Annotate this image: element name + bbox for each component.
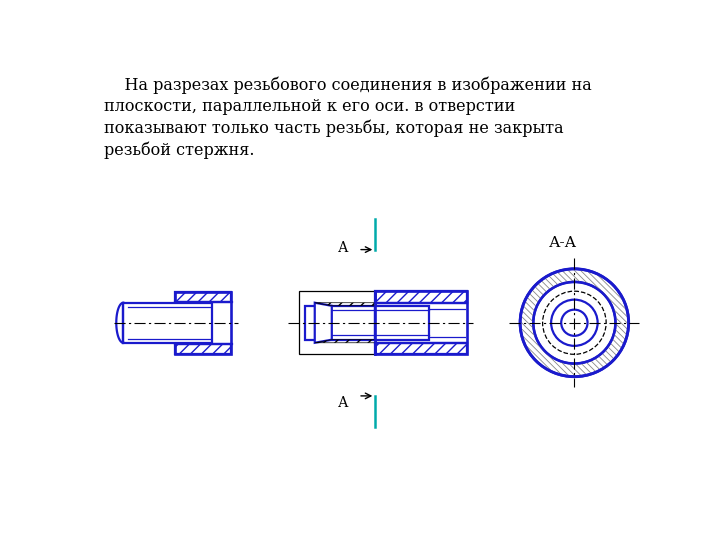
Bar: [375, 291, 467, 354]
Bar: [375, 291, 467, 303]
Text: А: А: [338, 241, 348, 255]
Bar: [175, 343, 231, 354]
Polygon shape: [315, 303, 332, 343]
Text: резьбой стержня.: резьбой стержня.: [104, 141, 254, 159]
Text: А-А: А-А: [549, 237, 577, 251]
Text: На разрезах резьбового соединения в изображении на: На разрезах резьбового соединения в изоб…: [104, 76, 592, 94]
Text: показывают только часть резьбы, которая не закрыта: показывают только часть резьбы, которая …: [104, 119, 564, 137]
Bar: [300, 291, 375, 354]
Bar: [375, 306, 428, 340]
Bar: [123, 303, 212, 343]
Text: А: А: [338, 396, 348, 410]
Text: плоскости, параллельной к его оси. в отверстии: плоскости, параллельной к его оси. в отв…: [104, 98, 516, 115]
Bar: [375, 343, 467, 354]
Bar: [305, 306, 375, 340]
Bar: [175, 292, 231, 354]
Bar: [175, 292, 231, 302]
